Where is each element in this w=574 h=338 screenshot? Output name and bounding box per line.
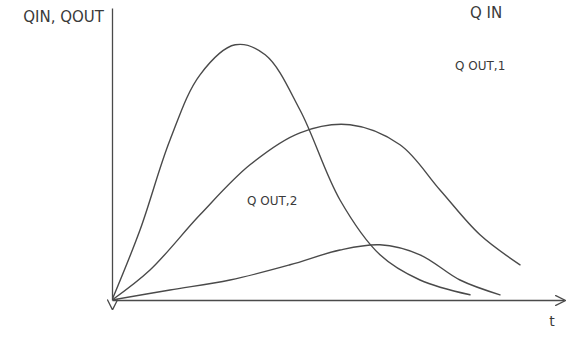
plot: Q IN Q OUT,1 Q OUT,2 bbox=[112, 4, 565, 301]
series-line bbox=[112, 124, 520, 300]
y-axis bbox=[112, 9, 113, 301]
axis-line bbox=[112, 9, 113, 301]
series-line bbox=[112, 245, 500, 300]
series-label: Q IN bbox=[470, 4, 502, 22]
series-label: Q OUT,2 bbox=[247, 194, 297, 208]
chart: Q IN Q OUT,1 Q OUT,2 QIN, QOUT t bbox=[0, 0, 574, 338]
y-axis-title: QIN, QOUT bbox=[23, 8, 105, 26]
x-axis-title: t bbox=[549, 313, 555, 329]
series-group bbox=[112, 44, 520, 300]
series-label: Q OUT,1 bbox=[455, 59, 505, 73]
axis-line bbox=[113, 300, 565, 301]
x-axis bbox=[113, 300, 565, 301]
series-line bbox=[112, 44, 470, 300]
